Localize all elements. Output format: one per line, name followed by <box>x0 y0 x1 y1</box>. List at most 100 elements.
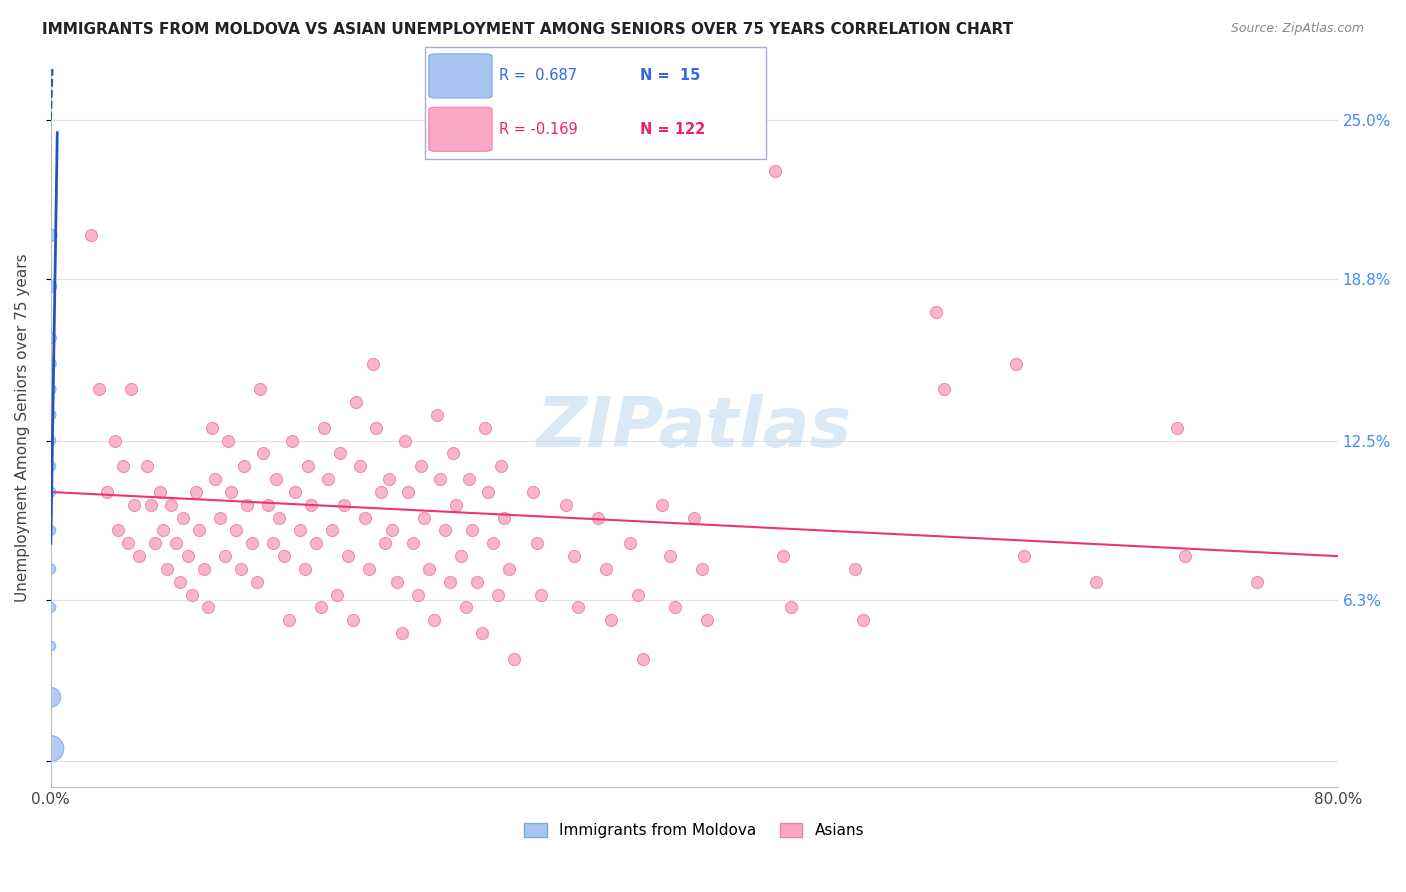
Point <box>264 472 287 486</box>
Point <box>599 613 621 627</box>
Point <box>39 459 62 474</box>
Point <box>627 588 650 602</box>
Point <box>236 498 259 512</box>
Point <box>257 498 280 512</box>
Point <box>128 549 150 563</box>
Point <box>683 510 706 524</box>
Point <box>474 421 496 435</box>
Point <box>201 421 224 435</box>
Point <box>619 536 641 550</box>
Point <box>152 524 174 538</box>
Point <box>364 421 387 435</box>
Point <box>779 600 801 615</box>
Point <box>184 485 207 500</box>
Point <box>321 524 343 538</box>
Point <box>252 446 274 460</box>
Point <box>301 498 323 512</box>
Text: R =  0.687: R = 0.687 <box>499 69 578 84</box>
Point <box>219 485 242 500</box>
Point <box>204 472 226 486</box>
Point <box>316 472 339 486</box>
Point <box>402 536 425 550</box>
Text: R = -0.169: R = -0.169 <box>499 121 578 136</box>
Point <box>659 549 682 563</box>
Point <box>1174 549 1197 563</box>
Point <box>844 562 866 576</box>
Point <box>332 498 354 512</box>
Point <box>240 536 263 550</box>
Point <box>522 485 544 500</box>
Point <box>288 524 311 538</box>
Point <box>1085 574 1108 589</box>
Point <box>208 510 231 524</box>
Point <box>526 536 548 550</box>
Point <box>156 562 179 576</box>
Point <box>450 549 472 563</box>
Point <box>763 164 786 178</box>
Point <box>1166 421 1188 435</box>
Point <box>385 574 408 589</box>
Point <box>277 613 299 627</box>
Text: N =  15: N = 15 <box>640 69 700 84</box>
Point <box>1005 357 1028 371</box>
Point <box>631 652 654 666</box>
Point <box>39 434 62 448</box>
Point <box>1246 574 1268 589</box>
Point <box>181 588 204 602</box>
Point <box>329 446 352 460</box>
Point <box>39 485 62 500</box>
Point <box>139 498 162 512</box>
Point <box>39 357 62 371</box>
Point <box>273 549 295 563</box>
Point <box>160 498 183 512</box>
Point <box>391 626 413 640</box>
Point <box>39 600 62 615</box>
Point <box>772 549 794 563</box>
Point <box>396 485 419 500</box>
Point <box>80 228 103 243</box>
Point <box>852 613 875 627</box>
Point <box>305 536 328 550</box>
Point <box>326 588 349 602</box>
Point <box>924 305 946 319</box>
Point <box>586 510 609 524</box>
Point <box>692 562 714 576</box>
Point <box>461 524 484 538</box>
Point <box>454 600 477 615</box>
FancyBboxPatch shape <box>429 54 492 98</box>
Point <box>39 228 62 243</box>
Point <box>117 536 139 550</box>
Point <box>441 446 464 460</box>
Point <box>482 536 505 550</box>
Point <box>39 639 62 653</box>
Text: N = 122: N = 122 <box>640 121 704 136</box>
Point <box>471 626 494 640</box>
Point <box>176 549 198 563</box>
Point <box>112 459 135 474</box>
Point <box>145 536 167 550</box>
Point <box>120 382 142 396</box>
Point <box>229 562 252 576</box>
Point <box>406 588 429 602</box>
Point <box>418 562 440 576</box>
Point <box>232 459 254 474</box>
Point <box>465 574 488 589</box>
Point <box>169 574 191 589</box>
Point <box>567 600 589 615</box>
Point <box>297 459 319 474</box>
Text: Source: ZipAtlas.com: Source: ZipAtlas.com <box>1230 22 1364 36</box>
Point <box>309 600 332 615</box>
Point <box>197 600 219 615</box>
Point <box>486 588 509 602</box>
Point <box>394 434 416 448</box>
FancyBboxPatch shape <box>429 107 492 152</box>
Point <box>187 524 209 538</box>
Point <box>503 652 526 666</box>
Point <box>413 510 436 524</box>
Point <box>498 562 520 576</box>
Point <box>39 382 62 396</box>
Point <box>214 549 236 563</box>
Point <box>377 472 399 486</box>
Point <box>349 459 371 474</box>
Point <box>494 510 516 524</box>
